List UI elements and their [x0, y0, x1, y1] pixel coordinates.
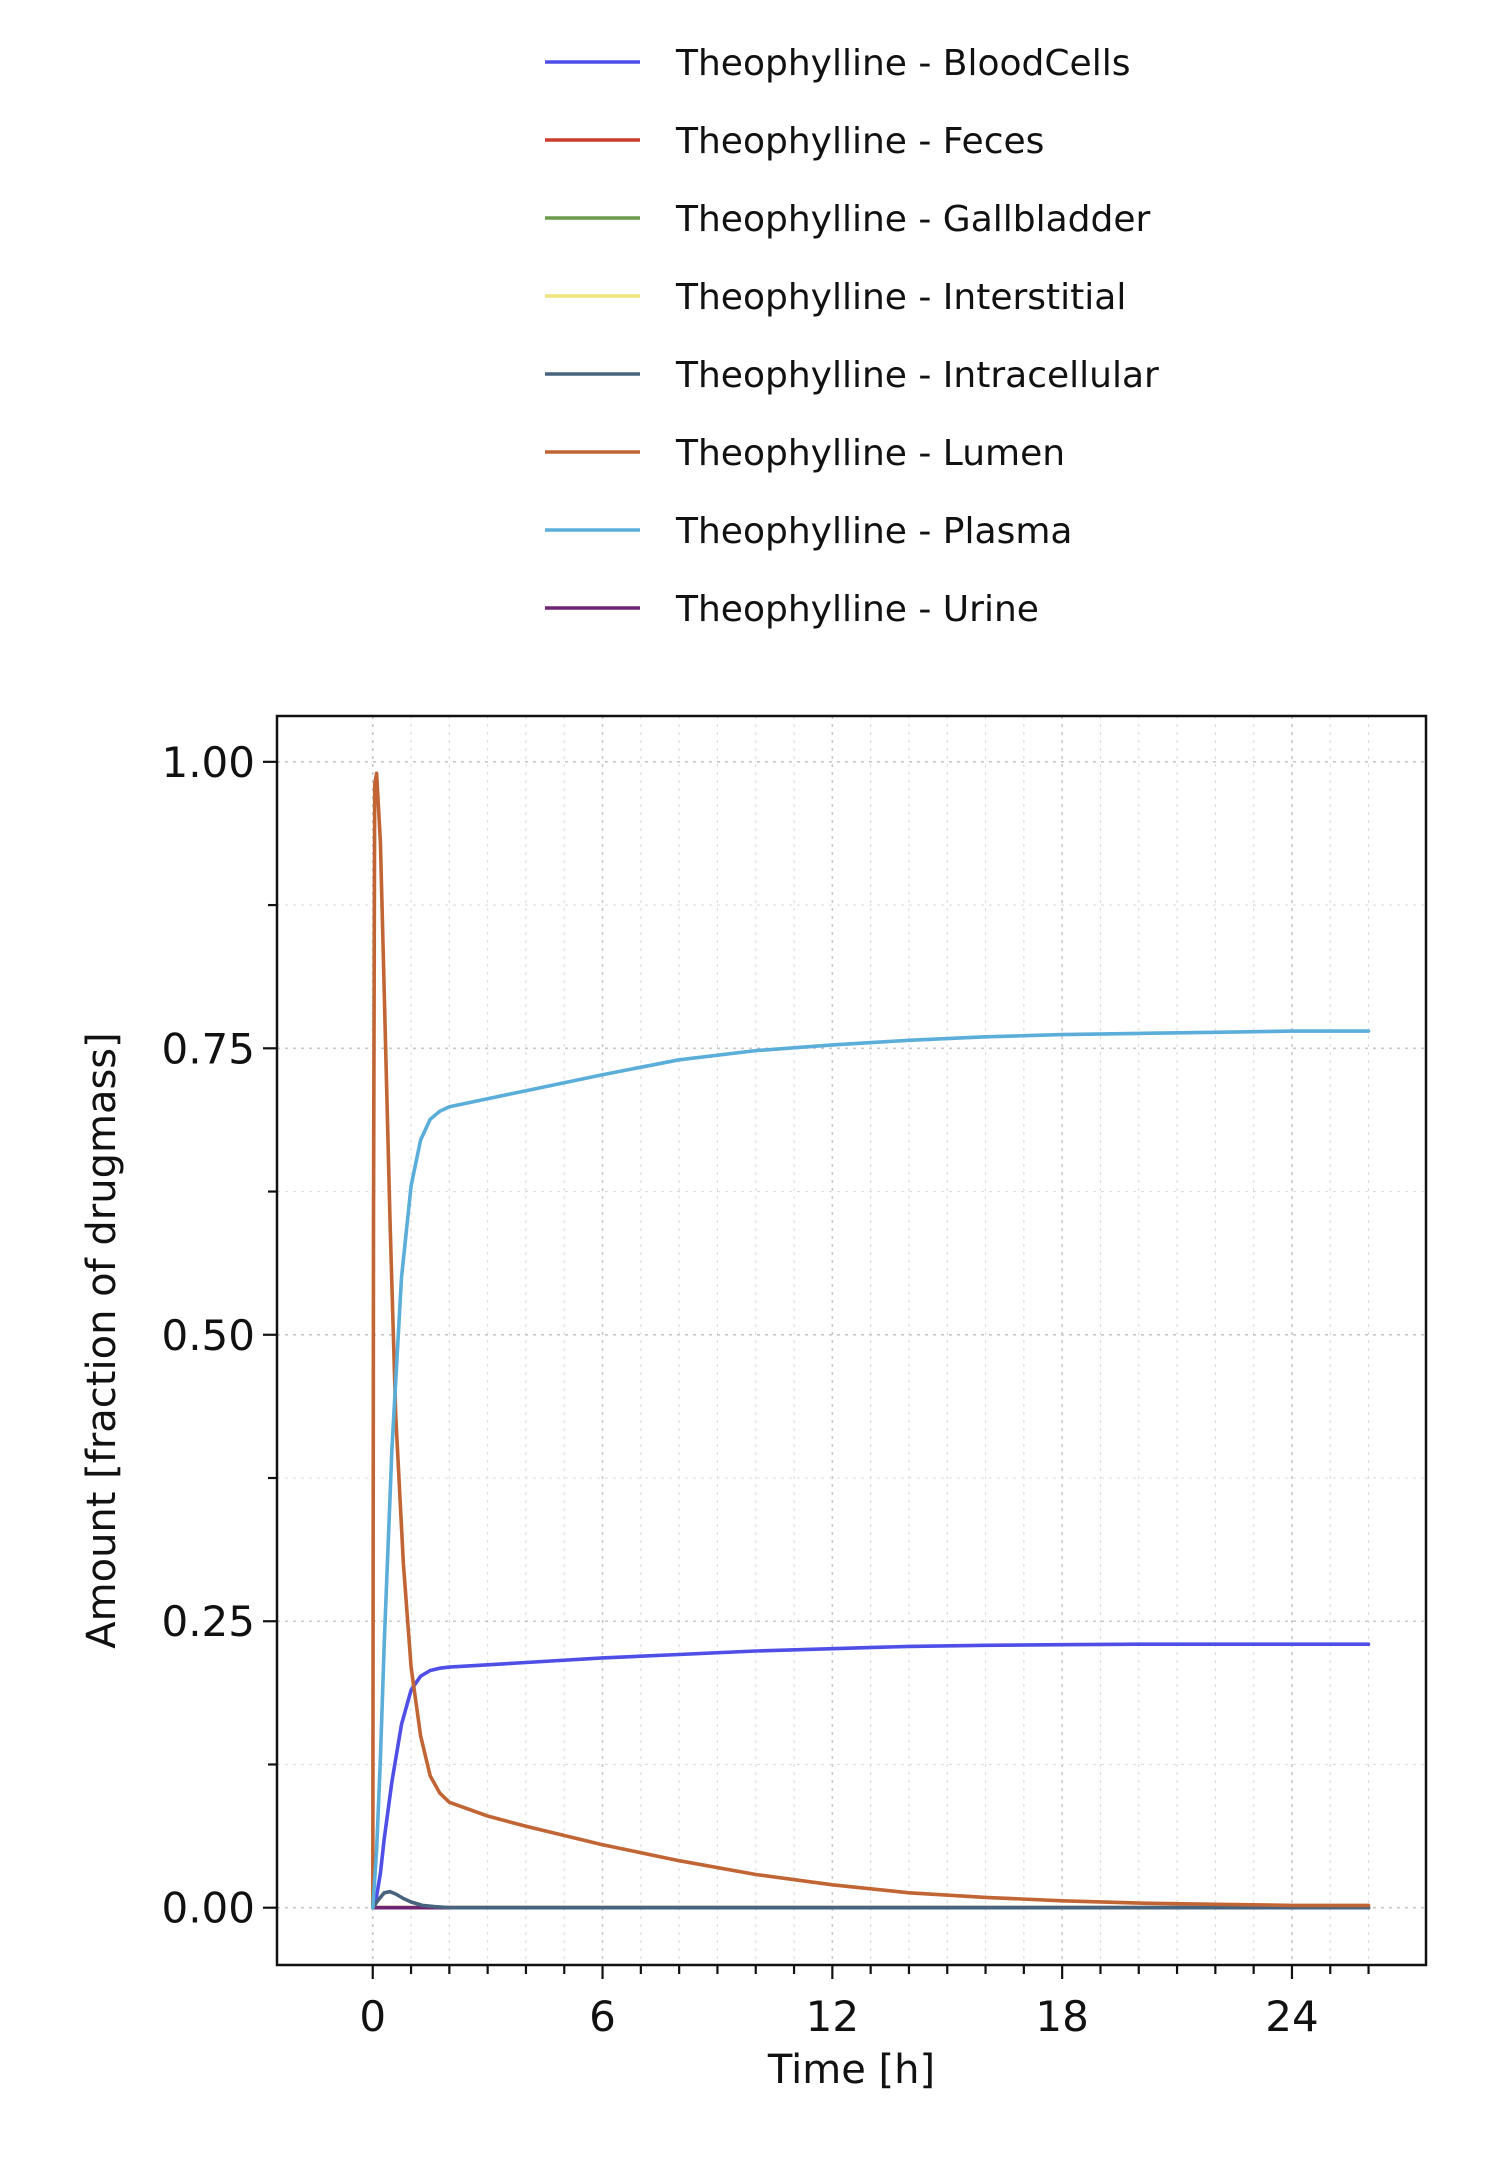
x-tick-label: 12 — [806, 1992, 859, 2041]
y-tick-label: 0.50 — [161, 1311, 255, 1360]
legend-item: Theophylline - BloodCells — [545, 43, 1130, 84]
y-tick-label: 0.75 — [161, 1024, 255, 1073]
legend-item: Theophylline - Lumen — [545, 433, 1065, 474]
y-tick-label: 1.00 — [161, 738, 255, 787]
series-line-7 — [370, 1029, 1371, 1910]
legend-label: Theophylline - Gallbladder — [675, 199, 1151, 240]
legend-label: Theophylline - Feces — [675, 121, 1044, 162]
legend-item: Theophylline - Feces — [545, 121, 1044, 162]
legend-item: Theophylline - Urine — [545, 589, 1039, 630]
y-axis-title: Amount [fraction of drugmass] — [79, 1032, 125, 1648]
legend-label: Theophylline - Plasma — [675, 511, 1072, 552]
legend-item: Theophylline - Interstitial — [545, 277, 1126, 318]
x-tick-label: 6 — [589, 1992, 616, 2041]
legend-item: Theophylline - Gallbladder — [545, 199, 1151, 240]
series-line-1 — [370, 1642, 1371, 1910]
legend-label: Theophylline - Intracellular — [675, 355, 1159, 396]
legend-label: Theophylline - Lumen — [675, 433, 1065, 474]
legend-item: Theophylline - Plasma — [545, 511, 1072, 552]
grid — [277, 716, 1426, 1965]
series-line-6 — [370, 771, 1371, 1910]
legend-label: Theophylline - Interstitial — [675, 277, 1126, 318]
series-line-5 — [370, 1889, 1371, 1910]
x-axis-title: Time [h] — [767, 2047, 935, 2093]
plot-area: 0 6 12 18 24 0.00 0.25 0.50 0.75 1.00 — [161, 714, 1428, 2041]
x-axis: 0 6 12 18 24 — [359, 1965, 1370, 2041]
x-tick-label: 0 — [359, 1992, 386, 2041]
legend-label: Theophylline - BloodCells — [675, 43, 1130, 84]
y-tick-label: 0.00 — [161, 1884, 255, 1933]
x-tick-label: 24 — [1265, 1992, 1318, 2041]
y-tick-label: 0.25 — [161, 1597, 255, 1646]
legend-label: Theophylline - Urine — [675, 589, 1039, 630]
x-tick-label: 18 — [1035, 1992, 1088, 2041]
series-lines — [370, 771, 1371, 1910]
legend: Theophylline - BloodCells Theophylline - … — [545, 43, 1159, 630]
y-axis: 0.00 0.25 0.50 0.75 1.00 — [161, 738, 277, 1933]
legend-item: Theophylline - Intracellular — [545, 355, 1159, 396]
plot-frame — [275, 714, 1428, 1967]
